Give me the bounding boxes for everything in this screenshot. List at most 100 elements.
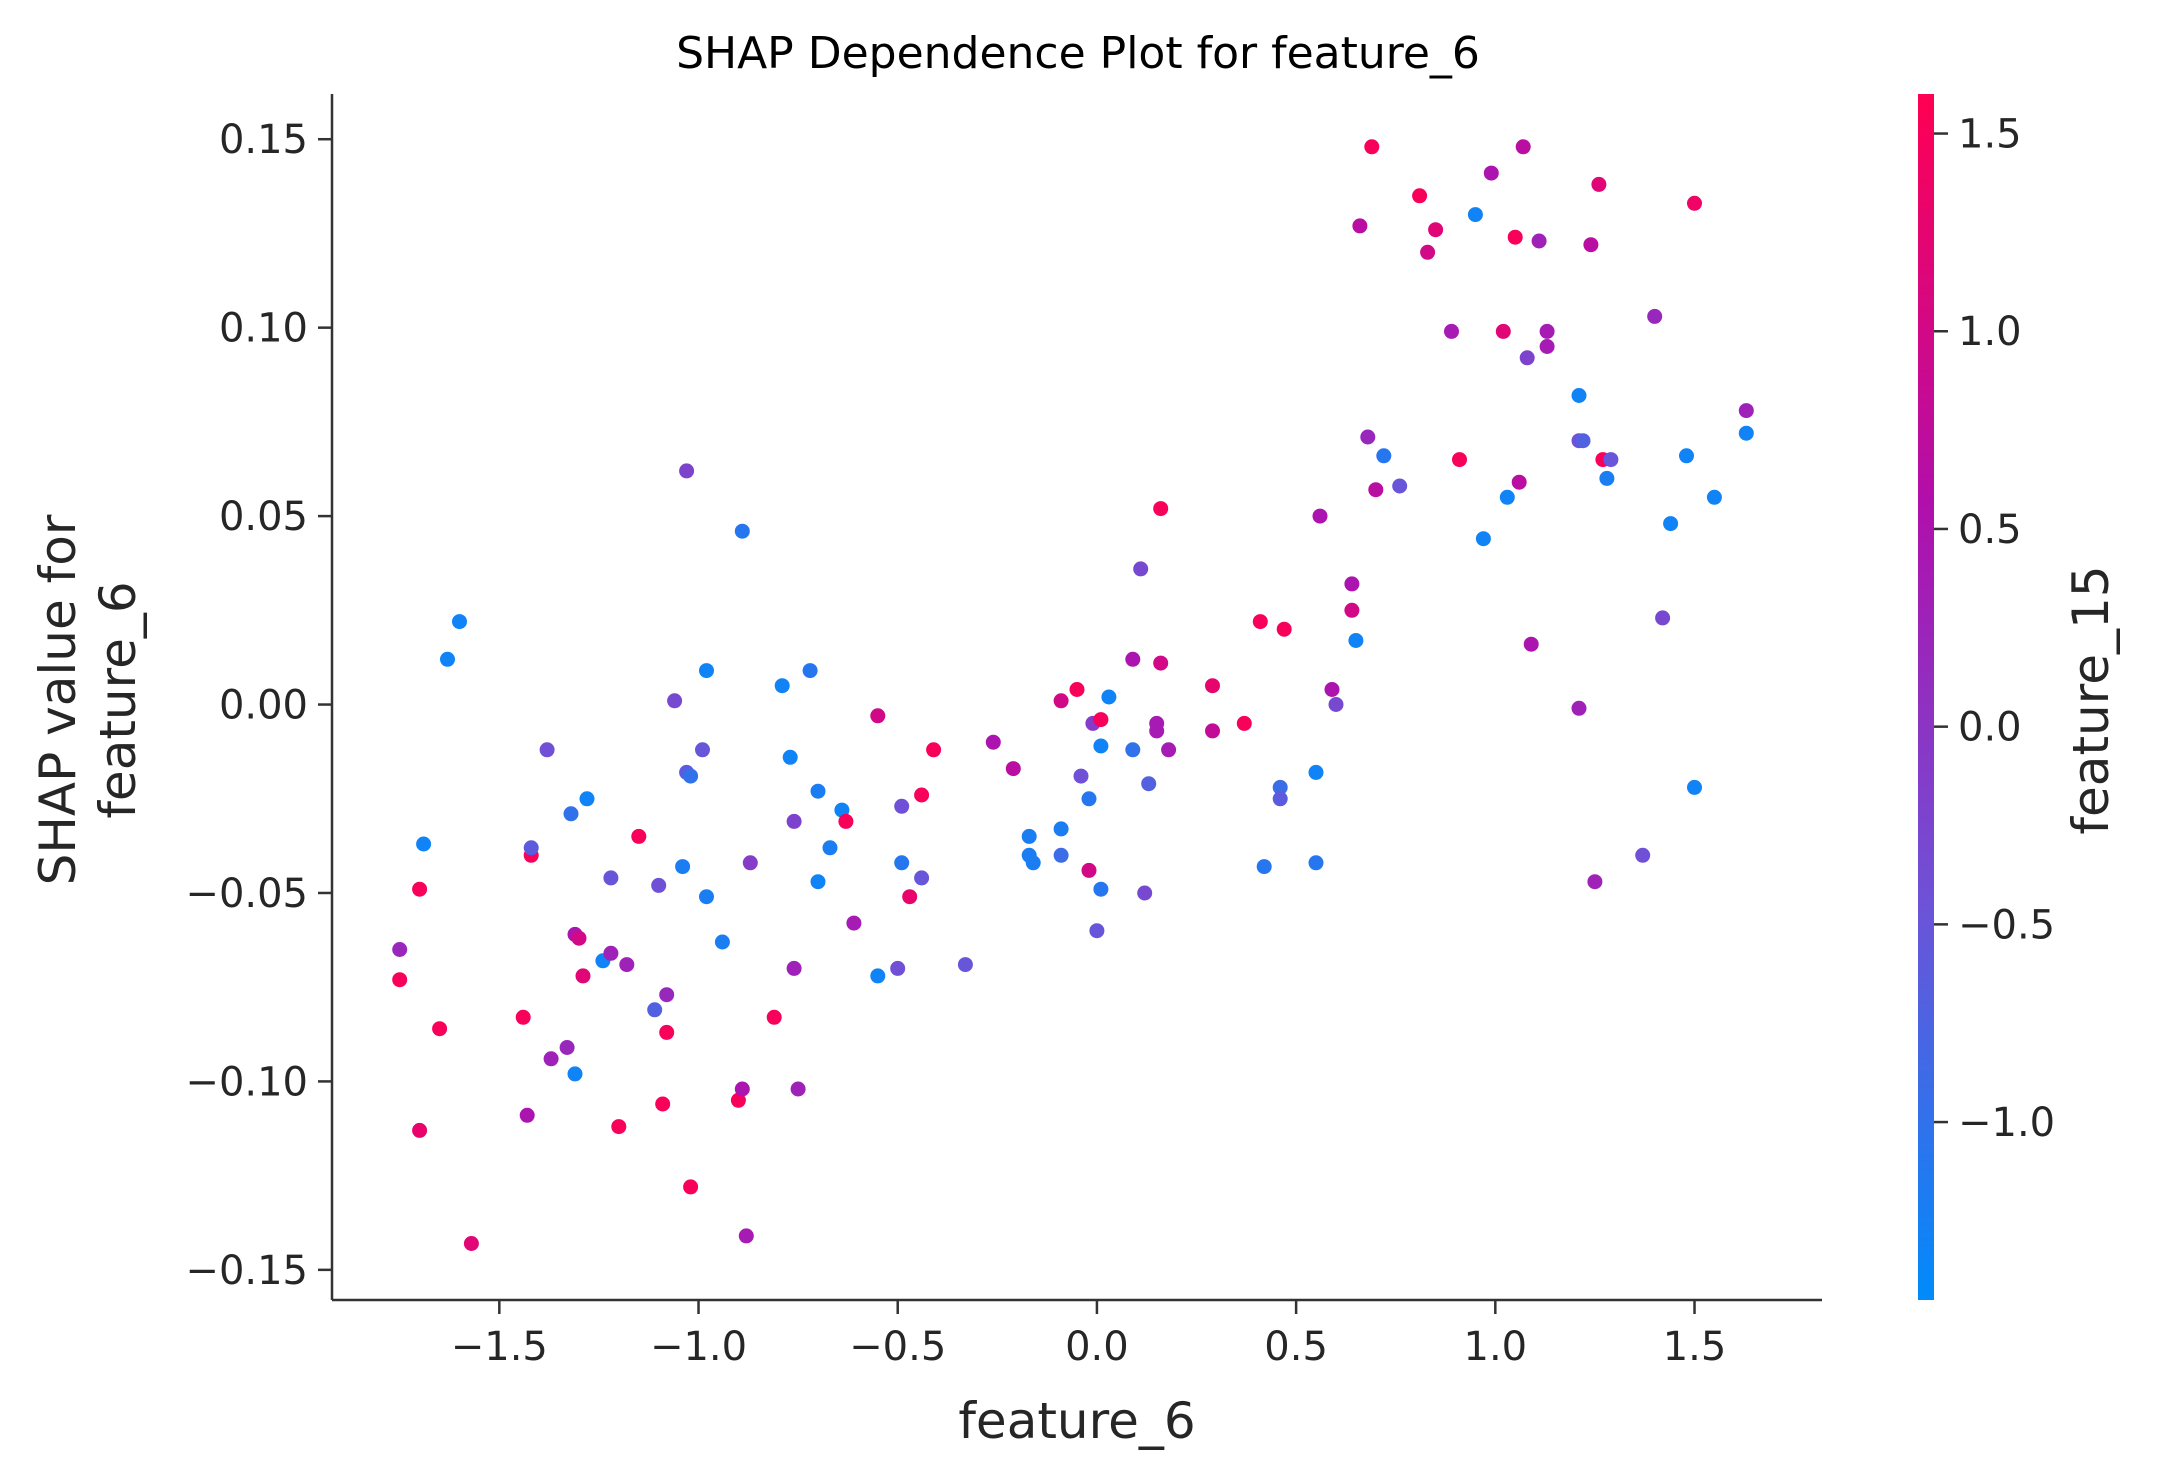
colorbar-tick-label: 0.5 [1958,507,2022,553]
scatter-point [1687,779,1702,795]
scatter-point [1352,218,1368,234]
colorbar: 1.5 1.0 0.5 0.0 −0.5 −1.0 feature_15 [1918,94,2120,1300]
scatter-point [1444,323,1459,339]
scatter-point [1081,862,1097,878]
scatter-point [1483,165,1499,181]
scatter-point [1687,195,1702,211]
scatter-point [1089,923,1105,939]
scatter-point [1021,828,1037,844]
scatter-point [683,1179,699,1195]
x-tick-label: −1.5 [451,1324,548,1370]
scatter-point [412,881,428,897]
scatter-point [655,1096,671,1112]
scatter-point [603,870,619,886]
x-tick-label: 1.5 [1663,1324,1727,1370]
scatter-point [1153,655,1169,671]
scatter-point [1531,233,1547,249]
scatter-point [539,742,555,758]
colorbar-label: feature_15 [2062,565,2120,834]
scatter-point [1655,610,1671,626]
scatter-point [1053,847,1069,863]
scatter-point [1125,651,1141,667]
scatter-point [1025,855,1041,871]
colorbar-tick-label: −0.5 [1958,902,2055,948]
x-axis-label: feature_6 [958,1392,1195,1450]
scatter-point [1635,847,1651,863]
y-tick-label: −0.10 [185,1059,308,1105]
scatter-point [1539,339,1555,354]
scatter-point [1523,636,1539,652]
scatter-point [1575,433,1591,449]
scatter-point [659,987,675,1003]
scatter-point [1495,323,1511,339]
scatter-point [1308,855,1324,871]
scatter-point [1599,470,1615,486]
scatter-point [675,859,691,875]
scatter-point [392,972,408,988]
scatter-point [1101,689,1117,705]
scatter-point [515,1009,531,1025]
scatter-point [695,742,710,758]
scatter-point [1205,678,1220,694]
scatter-point [1252,614,1268,630]
y-axis-label-line: SHAP value for [29,514,87,885]
scatter-point [1475,531,1491,547]
scatter-point [1133,561,1149,577]
scatter-point [1205,723,1220,739]
axes: −1.5 −1.0 −0.5 0.0 0.5 1.0 1.5 0.15 0.10 0.05 0.00… [29,94,1822,1450]
scatter-point [810,783,826,799]
scatter-point [1141,776,1157,792]
scatter-point [1412,188,1428,204]
scatter-point [1093,738,1109,754]
scatter-point [1236,715,1252,731]
scatter-point [1571,388,1587,403]
scatter-point [1420,244,1436,260]
chart-title: SHAP Dependence Plot for feature_6 [676,28,1480,79]
scatter-point [902,889,918,905]
scatter-point [651,877,667,893]
scatter-point [1539,323,1555,339]
scatter-point [1519,350,1535,366]
scatter-point [1499,489,1515,505]
scatter-point [714,934,730,950]
scatter-point [1360,429,1376,445]
scatter-point [734,523,750,539]
scatter-point [392,942,408,957]
scatter-point [1272,779,1288,795]
scatter-point [611,1119,627,1135]
scatter-point [575,968,591,984]
scatter-point [894,855,910,871]
scatter-point [1583,237,1599,253]
scatter-point [1149,723,1165,739]
scatter-point [1392,478,1408,494]
scatter-point [786,813,802,829]
scatter-point [1093,712,1109,728]
scatter-point [1511,474,1527,490]
scatter-point [802,663,818,679]
y-tick-label: 0.15 [219,117,308,163]
scatter-point [1348,633,1364,648]
scatter-point [782,749,798,765]
scatter-point [1738,425,1754,441]
scatter-point [519,1107,535,1123]
colorbar-tick-label: −1.0 [1958,1100,2055,1146]
scatter-point [1053,821,1069,837]
scatter-point [1153,501,1169,517]
scatter-point [870,968,886,984]
y-tick-label: 0.10 [219,306,308,352]
x-tick-label: −1.0 [650,1324,747,1370]
scatter-point [683,768,699,784]
colorbar-tick-label: 1.5 [1958,112,2022,158]
scatter-point [543,1051,559,1067]
scatter-point [894,798,910,814]
scatter-point [742,855,758,871]
colorbar-tick-label: 0.0 [1958,705,2022,751]
y-tick-label: −0.05 [185,871,308,917]
scatter-point [730,1092,746,1108]
scatter-point [810,874,826,890]
scatter-point [1069,682,1085,697]
scatter-point [523,840,539,856]
scatter-point [1328,697,1344,712]
scatter-point [914,787,930,803]
